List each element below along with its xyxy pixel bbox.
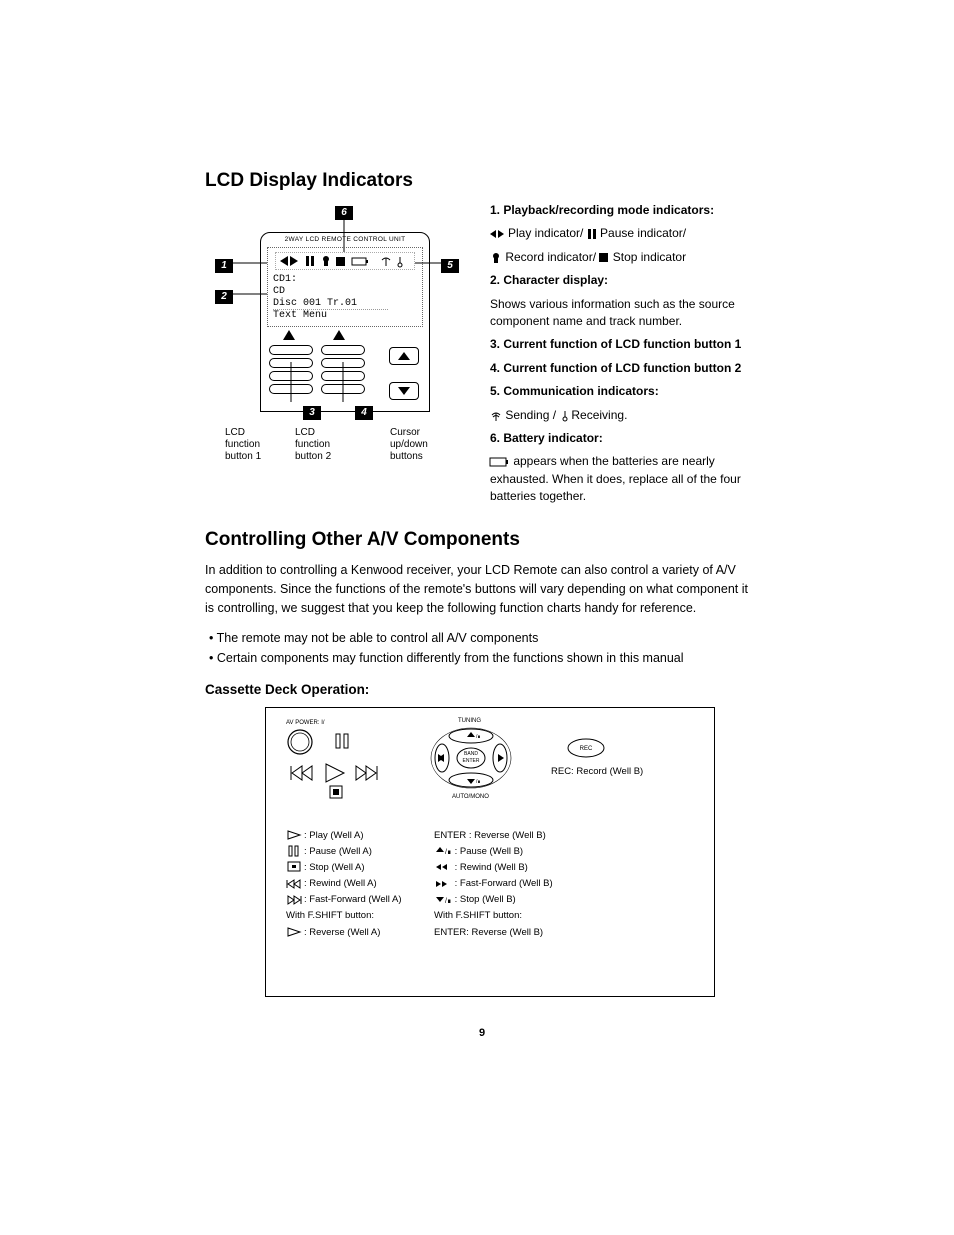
pause-icon	[286, 846, 304, 856]
legend-h1: 1. Playback/recording mode indicators:	[490, 203, 714, 217]
lcd-func-btn-1	[269, 345, 313, 355]
rew-b-icon	[434, 862, 452, 872]
ff-icon	[286, 895, 304, 905]
svg-text:/∎: /∎	[476, 734, 481, 740]
lcd-icon-row	[275, 252, 415, 270]
svg-text:/∎: /∎	[445, 849, 451, 856]
down-stop-icon: /∎	[434, 895, 452, 905]
svg-text:/∎: /∎	[476, 779, 481, 785]
remote-title: 2WAY LCD REMOTE CONTROL UNIT	[265, 236, 425, 243]
legend-6-text: appears when the batteries are nearly ex…	[490, 453, 759, 505]
lcd-line-2: CD	[273, 286, 418, 297]
av-intro: In addition to controlling a Kenwood rec…	[205, 561, 759, 617]
callout-3: 3	[303, 406, 321, 420]
legend-h4: 4. Current function of LCD function butt…	[490, 361, 741, 375]
lcd-diagram: 6 2WAY LCD REMOTE CONTROL UNIT	[205, 202, 470, 511]
avpower-label: AV POWER: I/	[286, 720, 325, 726]
rewind-icon	[286, 879, 304, 889]
transport-icons	[286, 728, 396, 788]
lcd-line-3: Disc 001 Tr.01	[273, 298, 388, 310]
rec-button-icon: REC	[566, 738, 606, 758]
caption-cursor: Cursor up/down buttons	[390, 427, 428, 463]
svg-text:REC: REC	[580, 746, 593, 752]
svg-text:BAND: BAND	[464, 751, 478, 757]
callout-5: 5	[441, 259, 459, 273]
lcd-icons-svg	[278, 254, 418, 268]
section-title-av: Controlling Other A/V Components	[205, 529, 759, 551]
legend-h6: 6. Battery indicator:	[490, 431, 603, 445]
bullet-1: The remote may not be able to control al…	[209, 628, 759, 648]
cassette-diagram: AV POWER: I/ TUNING /∎ /∎ BAN	[265, 707, 715, 997]
caption-btn1: LCD function button 1	[225, 427, 261, 463]
section-title-lcd: LCD Display Indicators	[205, 170, 759, 192]
lcd-func-btn-2	[321, 345, 365, 355]
pause-indicator-icon	[587, 229, 597, 239]
svg-text:/∎: /∎	[445, 898, 451, 905]
cursor-down-btn	[389, 382, 419, 400]
callout-4: 4	[355, 406, 373, 420]
legend-h2: 2. Character display:	[490, 273, 608, 287]
lcd-block: 6 2WAY LCD REMOTE CONTROL UNIT	[205, 202, 759, 511]
record-indicator-icon	[490, 252, 502, 264]
bullet-2: Certain components may function differen…	[209, 648, 759, 668]
sending-icon	[490, 409, 502, 421]
callout-1: 1	[215, 259, 233, 273]
legend-2-text: Shows various information such as the so…	[490, 296, 759, 331]
play-indicator-icon	[490, 229, 508, 239]
automono-label: AUTO/MONO	[452, 794, 489, 800]
lcd-line-1: CD1:	[273, 274, 418, 285]
page-number: 9	[205, 1027, 759, 1039]
play-icon	[286, 830, 304, 840]
rec-caption: REC: Record (Well B)	[551, 766, 643, 777]
up-pause-icon: /∎	[434, 846, 452, 856]
stop-indicator-icon	[599, 253, 609, 263]
cassette-subtitle: Cassette Deck Operation:	[205, 682, 759, 697]
reverse-icon	[286, 927, 304, 937]
receiving-icon	[559, 409, 571, 421]
legend-h3: 3. Current function of LCD function butt…	[490, 337, 741, 351]
well-b-list: ENTER : Reverse (Well B) /∎ : Pause (Wel…	[434, 828, 553, 941]
lcd-line-4: Text Menu	[273, 310, 418, 321]
legend-5-text: Sending / Receiving.	[490, 407, 759, 424]
lcd-legend: 1. Playback/recording mode indicators: P…	[490, 202, 759, 511]
legend-1-line2: Record indicator/ Stop indicator	[490, 249, 759, 266]
legend-h5: 5. Communication indicators:	[490, 384, 659, 398]
ff-b-icon	[434, 879, 452, 889]
callout-2: 2	[215, 290, 233, 304]
dpad-icon: /∎ /∎ BAND ENTER	[426, 724, 516, 794]
legend-1-line1: Play indicator/ Pause indicator/	[490, 225, 759, 242]
well-a-list: : Play (Well A) : Pause (Well A) : Stop …	[286, 828, 401, 941]
stop-icon	[286, 862, 304, 872]
battery-icon	[490, 457, 510, 467]
cursor-up-btn	[389, 347, 419, 365]
caption-btn2: LCD function button 2	[295, 427, 331, 463]
svg-text:ENTER: ENTER	[463, 758, 480, 764]
av-bullets: The remote may not be able to control al…	[205, 628, 759, 668]
